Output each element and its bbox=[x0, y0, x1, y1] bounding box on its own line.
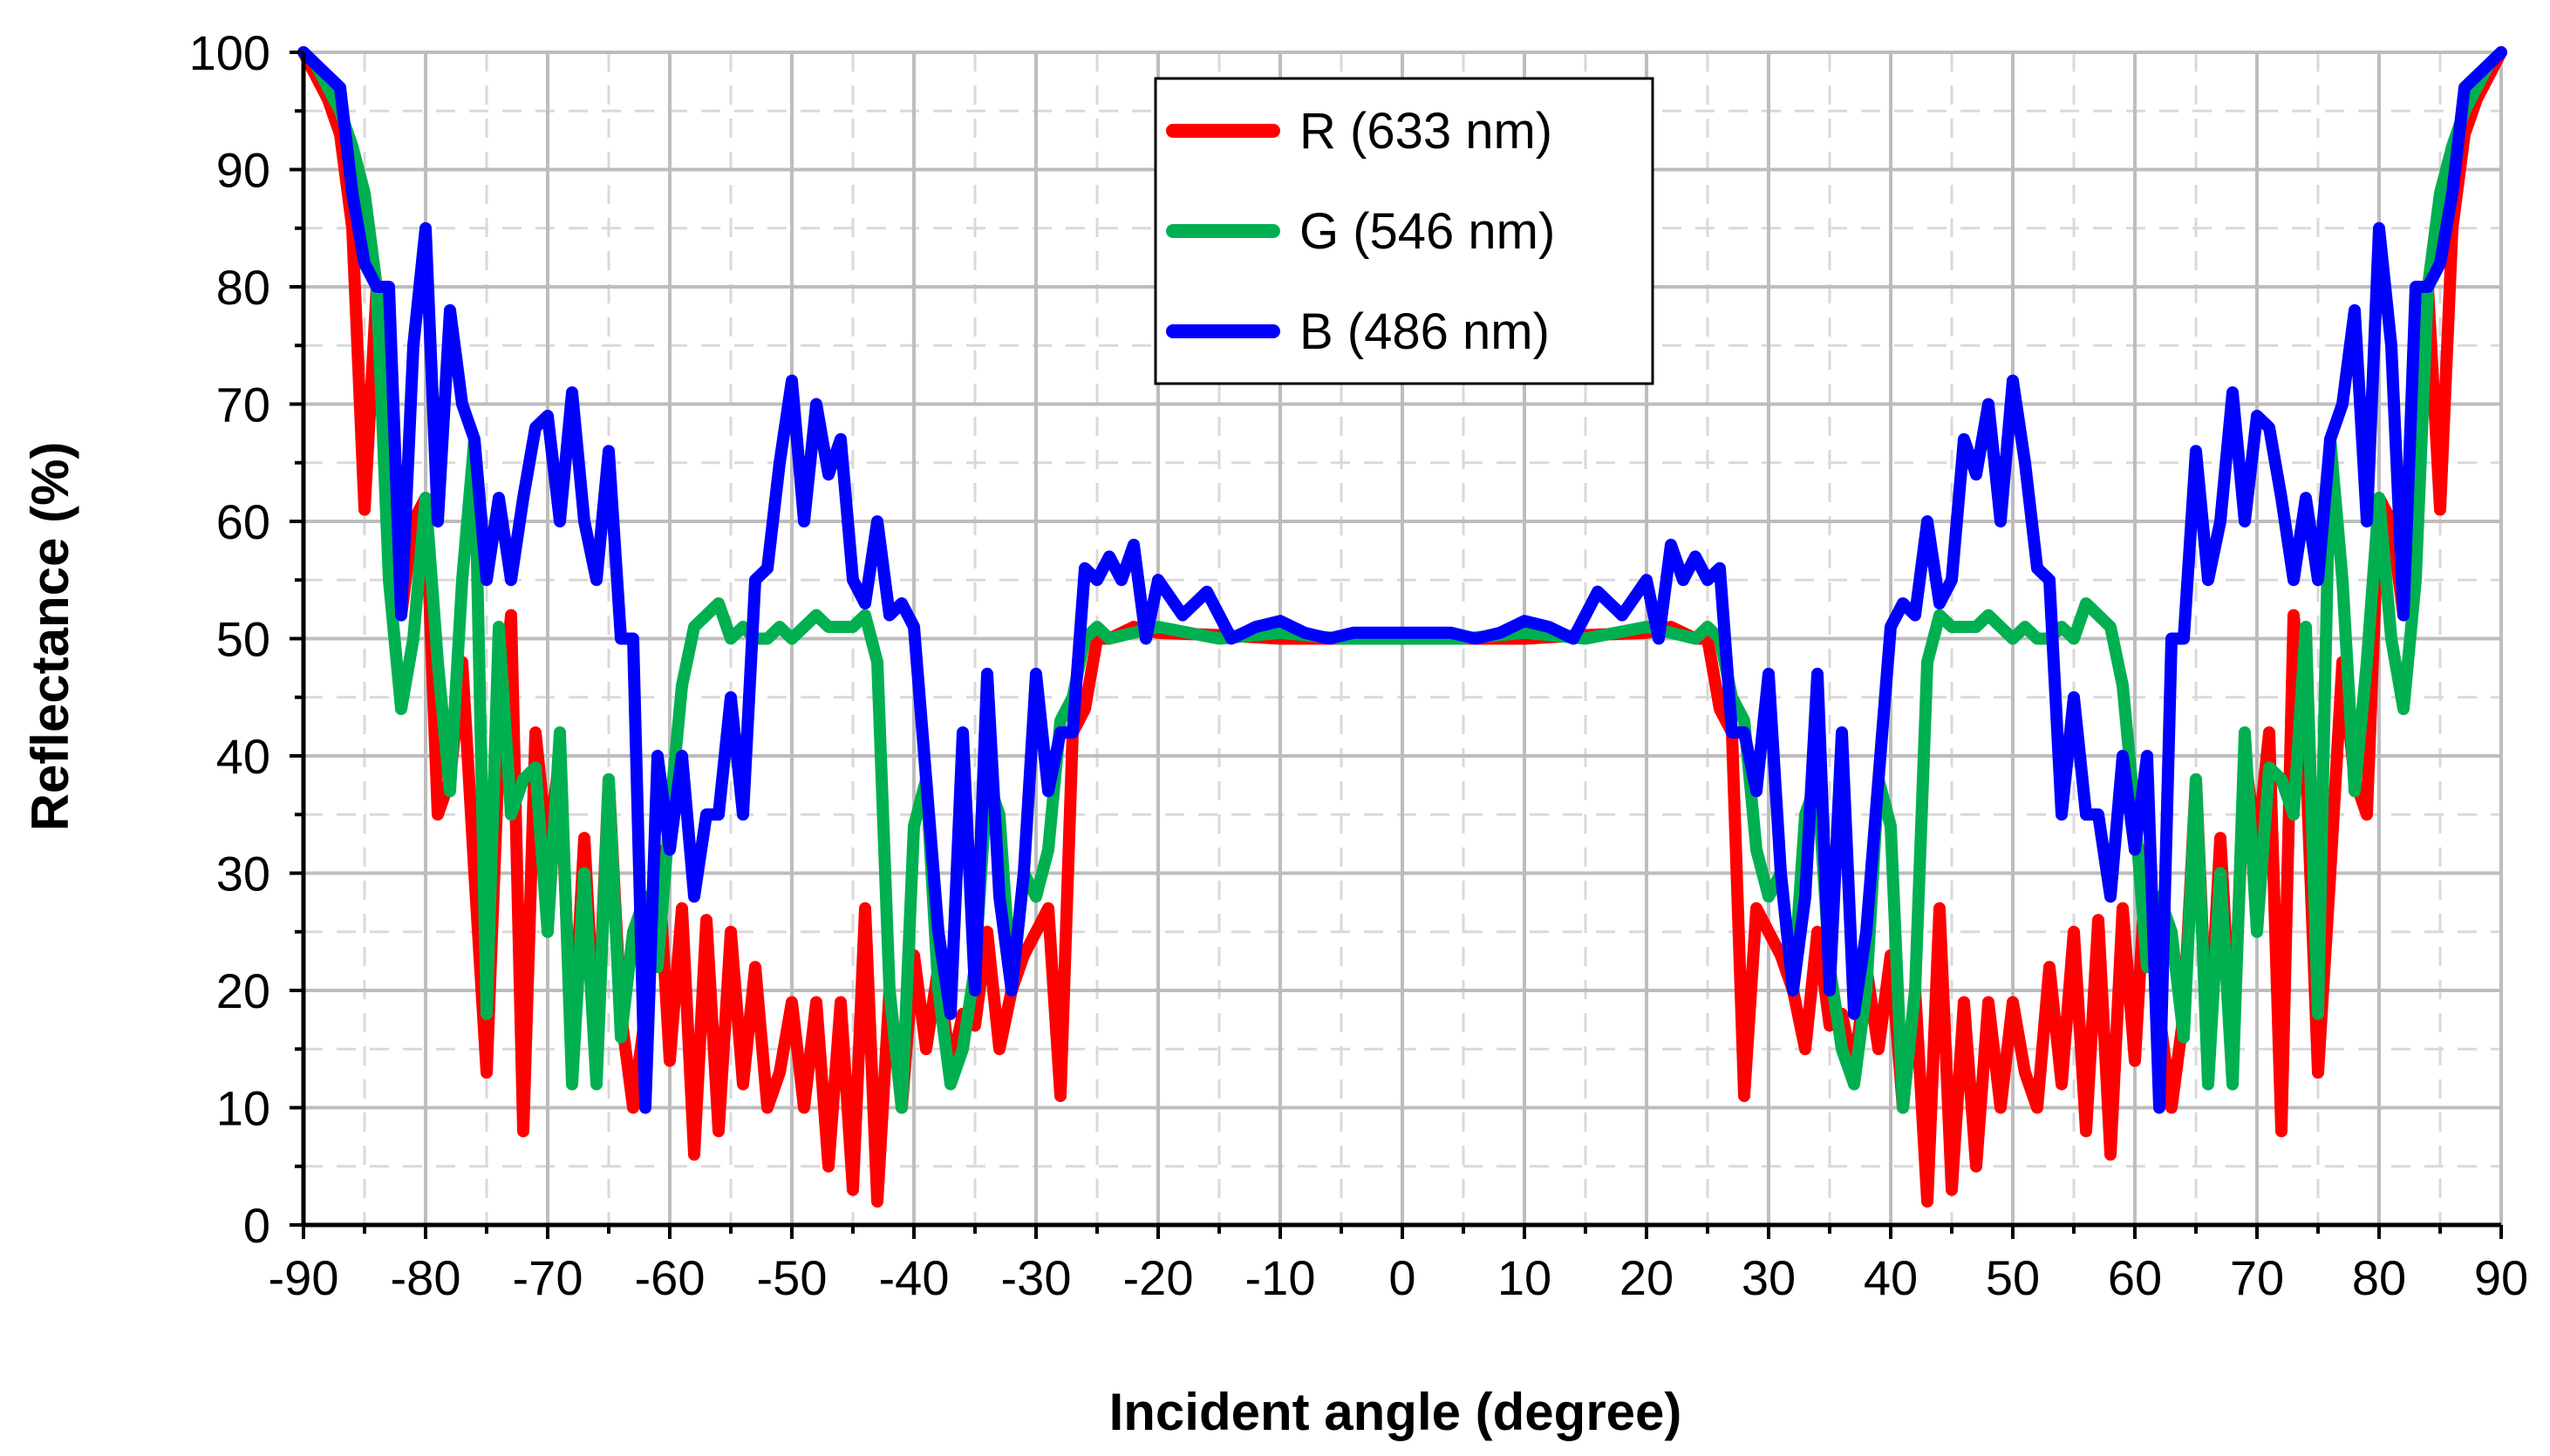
axes bbox=[290, 51, 2503, 1239]
x-tick-label: 40 bbox=[1864, 1250, 1918, 1305]
x-tick-label: -60 bbox=[635, 1250, 706, 1305]
x-tick-label: -10 bbox=[1245, 1250, 1316, 1305]
x-tick-label: 0 bbox=[1388, 1250, 1415, 1305]
y-tick-label: 50 bbox=[216, 612, 270, 667]
x-tick-label: -70 bbox=[513, 1250, 583, 1305]
y-tick-label: 10 bbox=[216, 1081, 270, 1136]
y-tick-label: 0 bbox=[243, 1198, 270, 1253]
x-tick-label: -30 bbox=[1001, 1250, 1072, 1305]
x-tick-label: -80 bbox=[391, 1250, 461, 1305]
x-tick-label: 60 bbox=[2108, 1250, 2162, 1305]
y-tick-label: 30 bbox=[216, 847, 270, 901]
legend-label-b: B (486 nm) bbox=[1299, 303, 1550, 360]
x-tick-label: 20 bbox=[1619, 1250, 1674, 1305]
y-tick-label: 90 bbox=[216, 143, 270, 198]
y-tick-label: 20 bbox=[216, 963, 270, 1018]
series-line-b bbox=[297, 46, 2507, 1114]
x-tick-label: -20 bbox=[1123, 1250, 1194, 1305]
tick-labels: -90 -80 -70 -60 -50 -40 -30 -20 -10 0 10 20 30 40 50 60… bbox=[189, 25, 2529, 1305]
x-tick-label: 80 bbox=[2352, 1250, 2406, 1305]
x-tick-label: 10 bbox=[1497, 1250, 1551, 1305]
y-axis-title: Reflectance (%) bbox=[21, 442, 79, 832]
x-tick-label: 30 bbox=[1742, 1250, 1796, 1305]
legend-label-g: G (546 nm) bbox=[1299, 203, 1555, 260]
y-tick-label: 40 bbox=[216, 729, 270, 784]
x-tick-label: -90 bbox=[269, 1250, 339, 1305]
y-tick-label: 100 bbox=[189, 25, 270, 80]
x-tick-label: 90 bbox=[2474, 1250, 2528, 1305]
legend-label-r: R (633 nm) bbox=[1299, 103, 1552, 160]
x-tick-label: -40 bbox=[879, 1250, 950, 1305]
y-tick-label: 60 bbox=[216, 494, 270, 549]
x-axis-title: Incident angle (degree) bbox=[1109, 1383, 1682, 1441]
x-tick-label: 70 bbox=[2230, 1250, 2284, 1305]
x-tick-label: 50 bbox=[1986, 1250, 2040, 1305]
x-tick-label: -50 bbox=[757, 1250, 828, 1305]
y-tick-label: 70 bbox=[216, 378, 270, 432]
y-tick-label: 80 bbox=[216, 260, 270, 315]
legend: R (633 nm) G (546 nm) B (486 nm) bbox=[1154, 77, 1654, 385]
series-lines bbox=[297, 46, 2507, 1208]
